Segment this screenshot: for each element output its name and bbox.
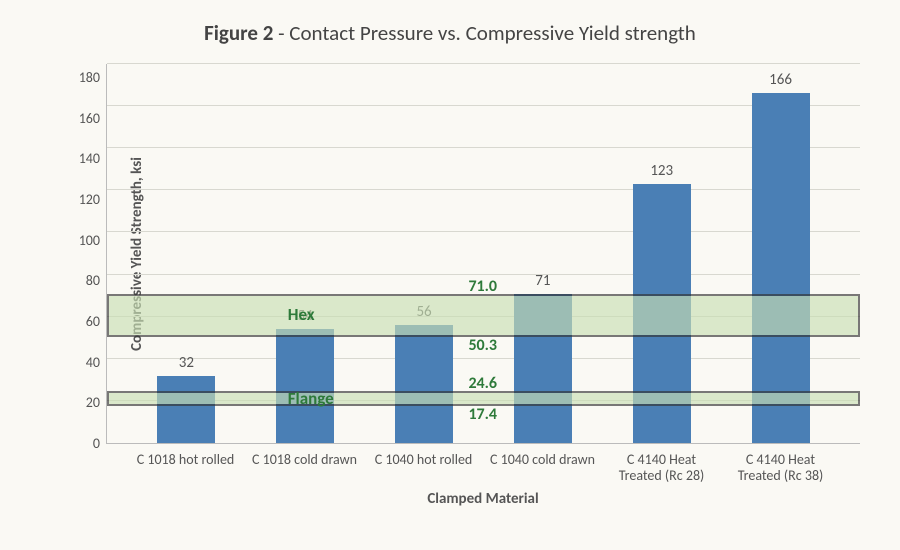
flange-band-label: Flange <box>288 388 334 409</box>
y-tick: 80 <box>86 274 100 288</box>
plot: 325456 71 123 166 Hex 71.0 50.3 Flange 24.6 17.4 <box>106 64 860 444</box>
x-tick-label: C 1040 hot rolled <box>364 452 483 484</box>
hex-band-low: 50.3 <box>468 336 497 355</box>
hex-band-label: Hex <box>288 304 315 325</box>
bar-value-label: 71 <box>483 272 602 290</box>
chart-title: Figure 2 - Contact Pressure vs. Compress… <box>40 20 860 46</box>
y-tick: 20 <box>86 396 100 410</box>
bar-value-label: 166 <box>721 71 840 89</box>
bar <box>276 329 334 443</box>
bar <box>157 376 215 443</box>
x-axis-title: Clamped Material <box>106 490 860 508</box>
bar-slot: 56 <box>365 64 484 443</box>
bar <box>752 93 810 443</box>
bar-value-label: 123 <box>602 162 721 180</box>
x-axis-labels: C 1018 hot rolledC 1018 cold drawnC 1040… <box>106 444 860 484</box>
y-axis-label-wrap: Compressive Yield Strength, ksi <box>40 64 66 444</box>
y-tick: 160 <box>79 112 100 126</box>
bar <box>633 184 691 443</box>
y-tick: 140 <box>79 152 100 166</box>
chart-container: Figure 2 - Contact Pressure vs. Compress… <box>0 0 900 550</box>
bar-slot: 123 <box>602 64 721 443</box>
x-tick-label: C 1040 cold drawn <box>483 452 602 484</box>
x-tick-label: C 4140 Heat Treated (Rc 28) <box>602 452 721 484</box>
y-tick: 120 <box>79 193 100 207</box>
y-tick: 40 <box>86 356 100 370</box>
bar-value-label: 32 <box>127 354 246 372</box>
bar-slot: 166 <box>721 64 840 443</box>
title-suffix: - Contact Pressure vs. Compressive Yield… <box>273 20 695 46</box>
x-tick-label: C 1018 cold drawn <box>245 452 364 484</box>
bar <box>395 325 453 443</box>
flange-band-high: 24.6 <box>468 374 497 393</box>
hex-band-high: 71.0 <box>468 277 497 296</box>
bar <box>514 294 572 443</box>
title-prefix: Figure 2 <box>204 20 273 46</box>
bar-slot: 54 <box>246 64 365 443</box>
y-tick: 0 <box>93 437 100 451</box>
bar-value-label: 56 <box>365 303 484 321</box>
y-tick: 100 <box>79 234 100 248</box>
plot-area: Compressive Yield Strength, ksi 180 160 14… <box>40 64 860 444</box>
x-tick-label: C 1018 hot rolled <box>126 452 245 484</box>
flange-band-low: 17.4 <box>468 405 497 424</box>
y-tick: 60 <box>86 315 100 329</box>
y-axis-ticks: 180160140120100806040200 <box>66 64 106 444</box>
bar-slot: 71 <box>483 64 602 443</box>
bar-slot: 32 <box>127 64 246 443</box>
x-tick-label: C 4140 Heat Treated (Rc 38) <box>721 452 840 484</box>
y-tick: 180 <box>79 71 100 85</box>
